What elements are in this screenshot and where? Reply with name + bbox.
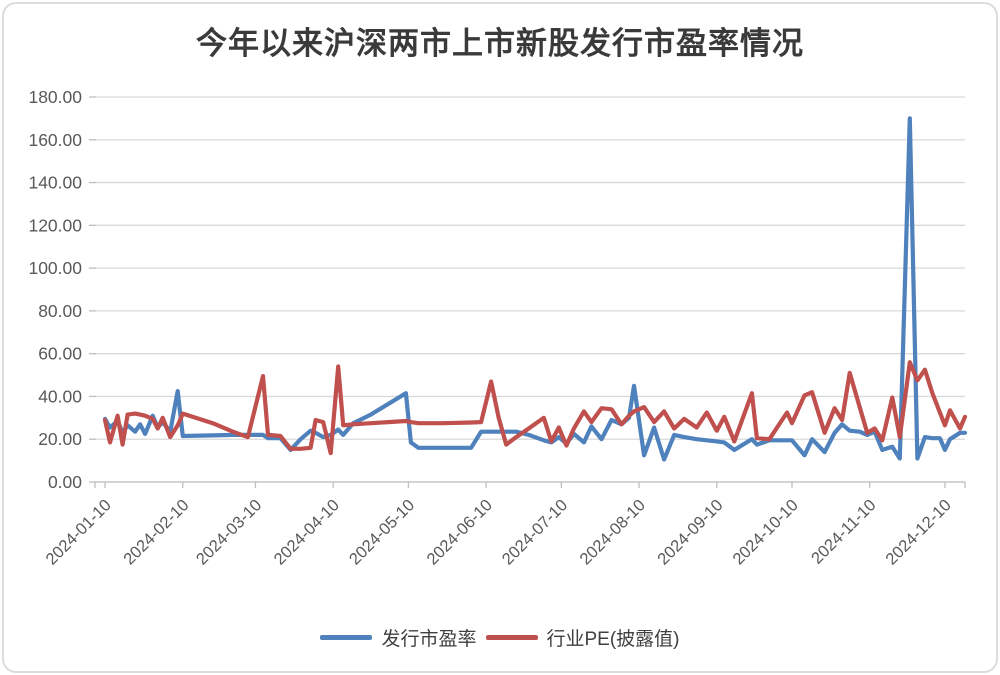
svg-text:2024-05-10: 2024-05-10 — [346, 496, 418, 568]
svg-text:60.00: 60.00 — [38, 344, 82, 364]
svg-text:0.00: 0.00 — [48, 472, 82, 492]
legend-item-issue-pe: 发行市盈率 — [320, 624, 477, 651]
svg-text:100.00: 100.00 — [28, 258, 82, 278]
svg-text:40.00: 40.00 — [38, 386, 82, 406]
svg-text:2024-02-10: 2024-02-10 — [120, 496, 192, 568]
svg-text:140.00: 140.00 — [28, 173, 82, 193]
legend-item-industry-pe: 行业PE(披露值) — [485, 624, 680, 651]
svg-text:2024-09-10: 2024-09-10 — [654, 496, 726, 568]
svg-text:2024-07-10: 2024-07-10 — [499, 496, 571, 568]
svg-text:2024-12-10: 2024-12-10 — [882, 496, 954, 568]
issue-pe-line-swatch — [320, 635, 373, 640]
svg-text:160.00: 160.00 — [28, 130, 82, 150]
chart-legend: 发行市盈率 行业PE(披露值) — [0, 624, 1000, 651]
svg-text:2024-01-10: 2024-01-10 — [42, 496, 114, 568]
svg-text:120.00: 120.00 — [28, 215, 82, 235]
svg-text:2024-03-10: 2024-03-10 — [193, 496, 265, 568]
svg-text:2024-06-10: 2024-06-10 — [424, 496, 496, 568]
svg-text:20.00: 20.00 — [38, 429, 82, 449]
svg-text:2024-11-10: 2024-11-10 — [808, 496, 880, 568]
industry-pe-legend-label: 行业PE(披露值) — [546, 629, 680, 650]
svg-text:2024-04-10: 2024-04-10 — [271, 496, 343, 568]
svg-text:2024-08-10: 2024-08-10 — [576, 496, 648, 568]
issue-pe-legend-label: 发行市盈率 — [381, 629, 477, 650]
chart-title: 今年以来沪深两市上市新股发行市盈率情况 — [196, 26, 804, 61]
industry-pe-line-swatch — [485, 635, 538, 640]
svg-text:180.00: 180.00 — [28, 87, 82, 107]
svg-text:2024-10-10: 2024-10-10 — [729, 496, 801, 568]
svg-text:80.00: 80.00 — [38, 301, 82, 321]
